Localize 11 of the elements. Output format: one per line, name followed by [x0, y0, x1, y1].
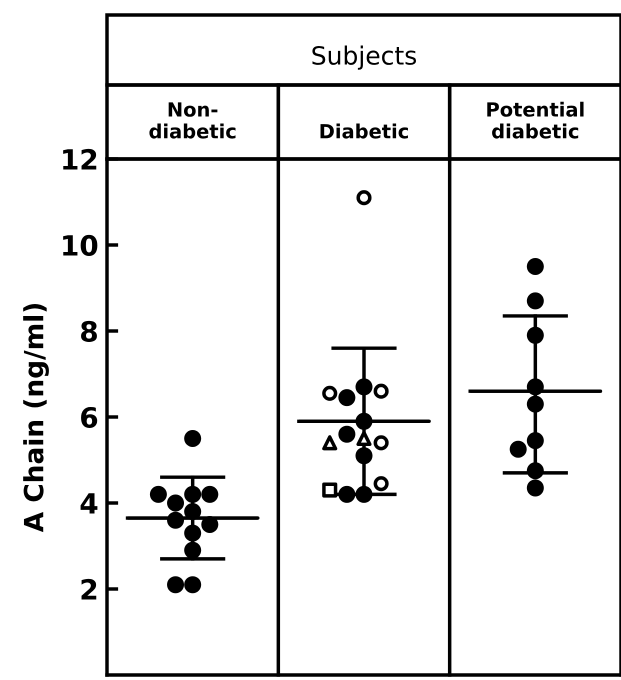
y-tick-label: 6 [81, 406, 98, 428]
x-tick-label: Potential diabetic [487, 102, 584, 139]
y-tick-label: 8 [81, 320, 97, 342]
x-tick-label: Diabetic [320, 124, 408, 139]
y-axis-title: A Chain (ng/ml) [23, 304, 49, 532]
y-tick-label: 4 [80, 493, 98, 514]
y-tick-label: 10 [63, 234, 98, 256]
chart-title: Subjects [312, 46, 416, 70]
x-tick-label: Non- diabetic [149, 102, 236, 139]
y-tick-label: 12 [63, 148, 96, 170]
y-tick-label: 2 [82, 578, 96, 600]
